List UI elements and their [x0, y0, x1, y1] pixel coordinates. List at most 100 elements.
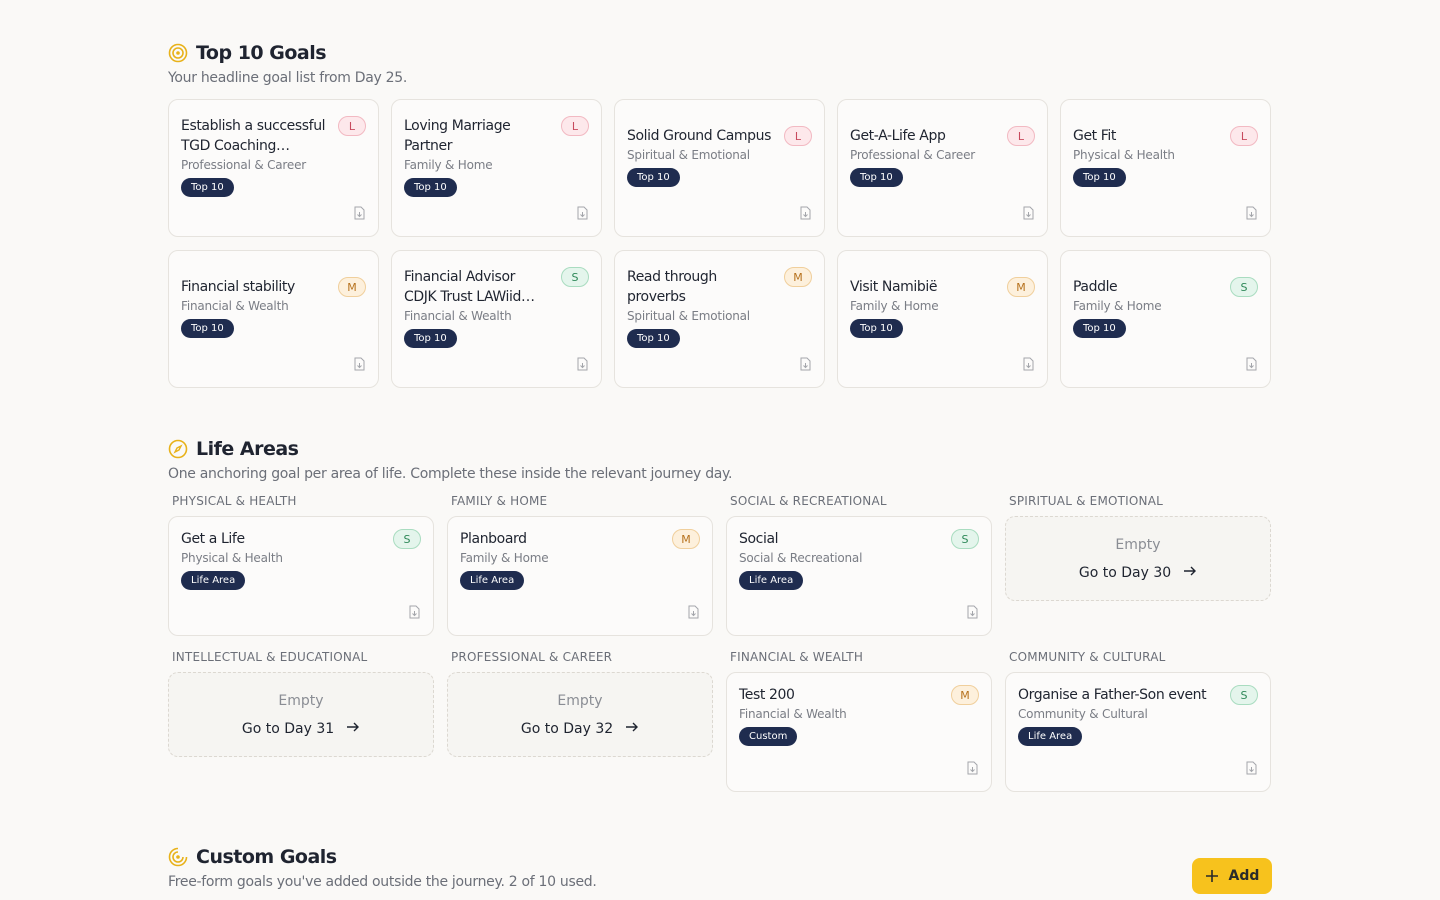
- goal-title: Get-A-Life App: [850, 127, 946, 144]
- section-header: Top 10 Goals: [168, 42, 1272, 64]
- custom-section: Custom Goals Free-form goals you've adde…: [168, 846, 1272, 890]
- doc-svg: [577, 206, 588, 220]
- goal-card[interactable]: L Get Fit Physical & Health Top 10: [1060, 99, 1271, 237]
- section-subtitle: One anchoring goal per area of life. Com…: [168, 466, 733, 482]
- goal-card[interactable]: M Planboard Family & Home Life Area: [447, 516, 713, 636]
- goal-grid: L Establish a successful TGD Coaching… Pro…: [168, 99, 1272, 388]
- goal-area: Community & Cultural: [1018, 707, 1148, 721]
- goal-card[interactable]: M Financial stability Financial & Wealth To…: [168, 250, 379, 388]
- goal-tag: Life Area: [739, 571, 804, 590]
- goal-card[interactable]: L Get-A-Life App Professional & Career Top …: [837, 99, 1048, 237]
- goal-tag: Top 10: [627, 328, 680, 348]
- goal-card[interactable]: S Organise a Father-Son event Community & …: [1005, 672, 1271, 792]
- goal-title: Visit Namibië: [850, 278, 938, 295]
- top10-section: Top 10 Goals Your headline goal list fro…: [168, 42, 1272, 388]
- section-title: Top 10 Goals: [196, 42, 327, 64]
- doc-icon[interactable]: [799, 356, 812, 375]
- goal-tag: Top 10: [627, 167, 680, 187]
- card-body: M Read through proverbs Spiritual & Emotio…: [627, 251, 812, 363]
- goal-card[interactable]: M Test 200 Financial & Wealth Custom: [726, 672, 992, 792]
- add-button[interactable]: Add: [1192, 858, 1272, 894]
- section-subtitle: Free-form goals you've added outside the…: [168, 874, 597, 890]
- arrow-icon: [626, 722, 639, 731]
- goal-card[interactable]: S Get a Life Physical & Health Life Area: [168, 516, 434, 636]
- card-body: M Planboard Family & Home Life Area: [460, 517, 700, 609]
- go-to-day[interactable]: Go to Day 32: [521, 721, 639, 737]
- arrow: [625, 721, 639, 737]
- doc-icon[interactable]: [576, 205, 589, 224]
- card-body: L Get-A-Life App Professional & Career Top …: [850, 100, 1035, 212]
- size-badge: M: [338, 277, 366, 297]
- goal-title: Social: [739, 531, 779, 547]
- goal-tag: Life Area: [181, 571, 246, 590]
- doc-svg: [409, 605, 420, 619]
- go-to-day[interactable]: Go to Day 31: [242, 721, 360, 737]
- doc-icon[interactable]: [966, 760, 979, 779]
- section-title: Life Areas: [196, 438, 299, 460]
- area-label: SPIRITUAL & EMOTIONAL: [1009, 494, 1164, 508]
- doc-svg: [800, 357, 811, 371]
- goal-card[interactable]: M Visit Namibië Family & Home Top 10: [837, 250, 1048, 388]
- arrow-icon: [1184, 566, 1197, 575]
- goal-area: Spiritual & Emotional: [627, 308, 750, 323]
- goal-tag: Custom: [739, 727, 798, 746]
- card-body: S Social Social & Recreational Life Area: [739, 517, 979, 609]
- empty-slot: Empty Go to Day 30: [1005, 516, 1271, 601]
- add-label: Add: [1228, 868, 1260, 884]
- life-area-slot: COMMUNITY & CULTURAL S Organise a Father-S…: [1005, 650, 1271, 792]
- goal-tag: Top 10: [1073, 318, 1126, 338]
- area-label: INTELLECTUAL & EDUCATIONAL: [172, 650, 368, 664]
- doc-svg: [354, 357, 365, 371]
- goal-tag: Top 10: [850, 318, 903, 338]
- goal-area: Physical & Health: [1073, 147, 1175, 162]
- doc-icon[interactable]: [687, 604, 700, 623]
- size-badge: S: [951, 529, 979, 549]
- goal-title: Get Fit: [1073, 127, 1117, 144]
- doc-icon[interactable]: [1245, 356, 1258, 375]
- doc-icon[interactable]: [353, 205, 366, 224]
- life-area-slot: PROFESSIONAL & CAREER Empty Go to Day 32: [447, 650, 713, 792]
- goal-title: Test 200: [739, 687, 795, 703]
- size-badge: L: [338, 116, 366, 136]
- goal-title: Financial Advisor CDJK Trust LAWiid…: [404, 268, 535, 305]
- empty-slot: Empty Go to Day 32: [447, 672, 713, 757]
- goal-card[interactable]: S Financial Advisor CDJK Trust LAWiid… Fin…: [391, 250, 602, 388]
- life-area-grid: PHYSICAL & HEALTH S Get a Life Physical & H…: [168, 494, 1272, 792]
- empty-status: Empty: [1115, 536, 1161, 553]
- area-label: FINANCIAL & WEALTH: [730, 650, 864, 664]
- goal-card[interactable]: L Loving Marriage Partner Family & Home Top…: [391, 99, 602, 237]
- goal-card[interactable]: S Social Social & Recreational Life Area: [726, 516, 992, 636]
- goal-area: Physical & Health: [181, 551, 283, 565]
- doc-icon[interactable]: [1245, 760, 1258, 779]
- doc-icon[interactable]: [799, 205, 812, 224]
- doc-icon[interactable]: [966, 604, 979, 623]
- go-label: Go to Day 32: [520, 720, 614, 737]
- goal-card[interactable]: L Solid Ground Campus Spiritual & Emotiona…: [614, 99, 825, 237]
- arrow: [1183, 565, 1197, 581]
- go-to-day[interactable]: Go to Day 30: [1079, 565, 1197, 581]
- doc-icon[interactable]: [1022, 356, 1035, 375]
- doc-icon[interactable]: [1245, 205, 1258, 224]
- goal-card[interactable]: M Read through proverbs Spiritual & Emotio…: [614, 250, 825, 388]
- size-badge: M: [951, 685, 979, 705]
- goal-card[interactable]: S Paddle Family & Home Top 10: [1060, 250, 1271, 388]
- area-label: PROFESSIONAL & CAREER: [451, 650, 613, 664]
- goal-card[interactable]: L Establish a successful TGD Coaching… Pro…: [168, 99, 379, 237]
- doc-svg: [1246, 357, 1257, 371]
- doc-icon[interactable]: [1022, 205, 1035, 224]
- goal-area: Professional & Career: [850, 147, 976, 162]
- doc-icon[interactable]: [353, 356, 366, 375]
- doc-icon[interactable]: [576, 356, 589, 375]
- goal-title: Get a Life: [181, 531, 245, 547]
- section-header: Custom Goals: [168, 846, 1272, 868]
- goal-area: Financial & Wealth: [739, 707, 847, 721]
- size-badge: L: [561, 116, 589, 136]
- size-badge: M: [672, 529, 700, 549]
- size-badge: M: [1007, 277, 1035, 297]
- doc-icon[interactable]: [408, 604, 421, 623]
- area-label: SOCIAL & RECREATIONAL: [730, 494, 887, 508]
- arrow-icon: [347, 722, 360, 731]
- goal-area: Family & Home: [850, 298, 939, 313]
- size-badge: S: [561, 267, 589, 287]
- card-body: L Get Fit Physical & Health Top 10: [1073, 100, 1258, 212]
